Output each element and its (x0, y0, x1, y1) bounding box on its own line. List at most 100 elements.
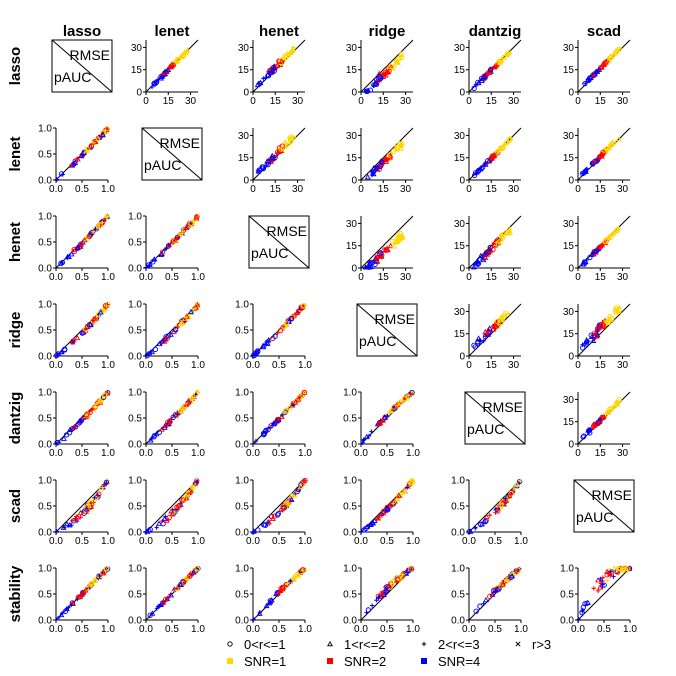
y-tick-label: 0.5 (343, 414, 357, 425)
data-point (301, 389, 308, 396)
data-point (183, 226, 188, 232)
data-point (99, 131, 106, 137)
data-point (149, 84, 155, 90)
panel-ridge-vs-dantzig: 0 15 30 0 15 30 (454, 303, 522, 371)
data-point (383, 589, 390, 595)
x-tick-label: 0 (358, 184, 364, 195)
circle-icon (227, 641, 233, 647)
x-tick-label: 0 (250, 184, 256, 195)
y-tick-label: 15 (238, 153, 250, 164)
y-tick-label: 0.0 (235, 352, 249, 363)
x-tick-label: 1.0 (406, 624, 420, 635)
panel-ridge-vs-henet: 0.0 0.5 1.0 0.0 0.5 1.0 (235, 300, 312, 372)
x-tick-label: 0.5 (272, 360, 286, 371)
data-point (87, 321, 94, 328)
data-point (499, 581, 506, 587)
column-title-lenet: lenet (154, 23, 189, 40)
x-tick-label: 15 (595, 184, 607, 195)
diagonal-line (141, 127, 203, 181)
data-point (369, 429, 374, 434)
data-point (92, 496, 98, 502)
y-tick-label: 0.5 (38, 150, 52, 161)
data-point (100, 485, 105, 490)
y-tick-label: 30 (346, 43, 358, 54)
x-tick-label: 1.0 (191, 624, 205, 635)
data-point (387, 242, 394, 249)
data-point (408, 391, 413, 397)
data-point (369, 603, 375, 608)
diagonal-label-rmse: RMSE (267, 223, 307, 239)
x-tick-label: 1.0 (101, 272, 115, 283)
data-point (268, 157, 274, 162)
data-point (363, 525, 369, 532)
square-icon (327, 658, 333, 664)
data-point (77, 509, 84, 516)
panel-henet-vs-dantzig: 0 15 30 0 15 30 (454, 215, 522, 283)
data-point (398, 142, 403, 147)
data-point (373, 167, 379, 173)
y-tick-label: 1.0 (38, 476, 52, 487)
data-point (282, 503, 288, 509)
data-point (182, 315, 189, 321)
data-point (502, 312, 508, 319)
y-tick-label: 0 (459, 264, 465, 275)
data-point (154, 606, 160, 611)
y-tick-label: 0.5 (235, 590, 249, 601)
data-point (66, 521, 73, 528)
data-point (275, 511, 281, 517)
panel-lenet-vs-henet: 0 15 30 0 15 30 (238, 127, 306, 195)
data-point (487, 155, 494, 161)
diagonal-label-pauc: pAUC (251, 245, 288, 261)
x-tick-label: 1.0 (298, 448, 312, 459)
data-point (612, 50, 619, 56)
data-point (611, 565, 618, 571)
data-point (295, 572, 302, 578)
legend-label: 0<r<=1 (244, 637, 286, 652)
panel-lasso-vs-dantzig: 0 15 30 0 15 30 (454, 39, 522, 107)
data-point (498, 145, 504, 151)
data-point (66, 430, 73, 436)
data-point (581, 259, 588, 265)
data-point (54, 529, 59, 534)
data-point (600, 322, 606, 328)
panel-lasso-vs-ridge: 0 15 30 0 15 30 (346, 39, 414, 107)
data-point (169, 511, 176, 517)
x-tick-label: 15 (595, 272, 607, 283)
diagonal-label-pauc: pAUC (54, 69, 91, 85)
y-tick-label: 1.0 (128, 388, 142, 399)
data-point (183, 313, 190, 319)
x-tick-label: 15 (270, 184, 282, 195)
data-point (295, 486, 301, 493)
panel-scad-vs-ridge: 0.0 0.5 1.0 0.0 0.5 1.0 (343, 476, 420, 548)
x-tick-label: 0 (575, 360, 581, 371)
data-point (505, 230, 512, 236)
x-tick-label: 15 (270, 96, 282, 107)
data-point (367, 521, 374, 527)
data-point (301, 303, 307, 309)
data-point (180, 405, 187, 411)
data-point (506, 492, 513, 498)
data-point (388, 407, 395, 413)
y-tick-label: 0.5 (38, 502, 52, 513)
diagonal-box (356, 303, 418, 357)
data-point (612, 306, 618, 311)
y-tick-label: 30 (238, 131, 250, 142)
y-tick-label: 1.0 (38, 124, 52, 135)
y-tick-label: 15 (563, 65, 575, 76)
y-tick-label: 30 (346, 131, 358, 142)
data-point (178, 233, 183, 238)
data-point (85, 503, 91, 509)
data-point (280, 412, 285, 418)
data-point (580, 604, 586, 610)
panel-henet-vs-henet: RMSE pAUC (248, 215, 310, 269)
data-point (97, 309, 104, 315)
data-point (376, 420, 383, 426)
diagonal-box (141, 127, 203, 181)
data-point (74, 514, 81, 520)
y-tick-label: 0.5 (128, 590, 142, 601)
cross-icon (515, 641, 521, 647)
data-point (591, 421, 598, 428)
y-tick-label: 30 (346, 219, 358, 230)
x-tick-label: 0.0 (139, 272, 153, 283)
data-point (615, 570, 621, 576)
